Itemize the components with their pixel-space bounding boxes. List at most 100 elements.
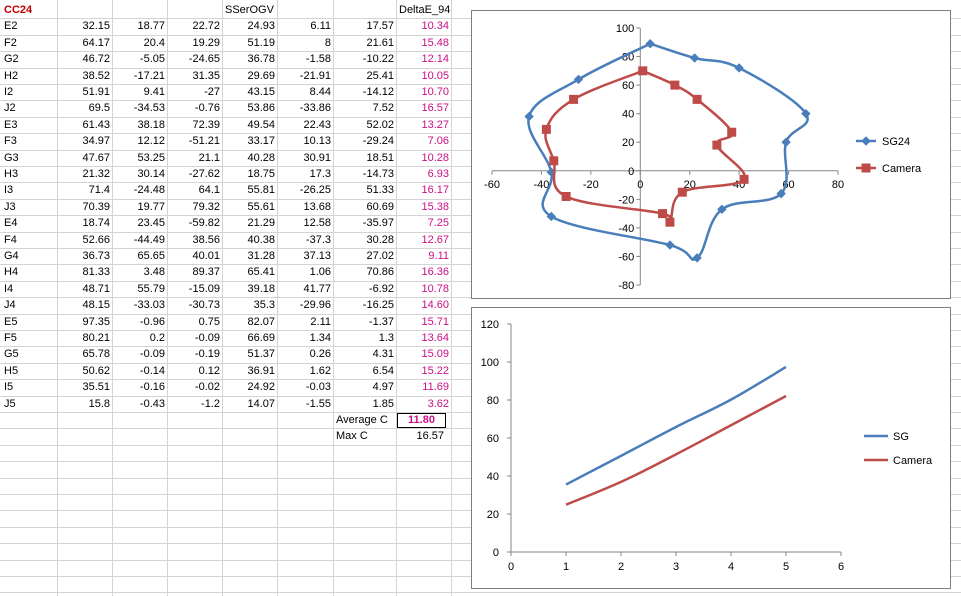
delta-e-cell[interactable]: 7.25 (427, 217, 449, 229)
value-cell[interactable]: 6.54 (372, 365, 394, 377)
value-cell[interactable]: 4.97 (372, 381, 394, 393)
value-cell[interactable]: -33.03 (133, 299, 165, 311)
delta-e-cell[interactable]: 10.34 (421, 20, 449, 32)
value-cell[interactable]: 12.12 (137, 135, 165, 147)
value-cell[interactable]: 40.01 (192, 250, 220, 262)
value-cell[interactable]: 38.18 (137, 119, 165, 131)
value-cell[interactable]: 50.62 (82, 365, 110, 377)
row-label-cell[interactable]: H2 (4, 70, 19, 82)
value-cell[interactable]: -59.82 (188, 217, 220, 229)
row-label-cell[interactable]: J2 (4, 102, 16, 114)
value-cell[interactable]: 55.79 (137, 283, 165, 295)
value-cell[interactable]: 38.56 (192, 234, 220, 246)
value-cell[interactable]: 52.02 (366, 119, 394, 131)
value-cell[interactable]: 40.28 (247, 152, 275, 164)
max-value-cell[interactable]: 16.57 (416, 430, 444, 442)
average-label-cell[interactable]: Average C (336, 414, 388, 426)
value-cell[interactable]: 8.44 (309, 86, 331, 98)
value-cell[interactable]: 18.75 (247, 168, 275, 180)
value-cell[interactable]: 64.17 (82, 37, 110, 49)
value-cell[interactable]: 2.11 (310, 316, 331, 328)
row-label-cell[interactable]: E3 (4, 119, 18, 131)
row-label-cell[interactable]: I2 (4, 86, 14, 98)
row-label-cell[interactable]: G5 (4, 348, 19, 360)
value-cell[interactable]: 38.52 (82, 70, 110, 82)
value-cell[interactable]: 9.41 (143, 86, 165, 98)
chroma-scatter-chart[interactable]: -60 -40 -20 0 20 40 60 80 -80 -60 -40 -20 0 20 40 60 80 1… (471, 10, 951, 299)
value-cell[interactable]: 64.1 (198, 184, 220, 196)
value-cell[interactable]: -35.97 (362, 217, 394, 229)
value-cell[interactable]: 12.58 (303, 217, 331, 229)
value-cell[interactable]: -44.49 (133, 234, 165, 246)
value-cell[interactable]: -6.92 (368, 283, 394, 295)
value-cell[interactable]: 60.69 (366, 201, 394, 213)
value-cell[interactable]: -10.22 (362, 53, 394, 65)
lightness-line-chart[interactable]: 0 20 40 60 80 100 120 0 1 2 3 4 5 6 SG Camera (471, 307, 951, 589)
row-label-cell[interactable]: H4 (4, 266, 19, 278)
value-cell[interactable]: 1.34 (309, 332, 331, 344)
value-cell[interactable]: 48.71 (82, 283, 110, 295)
value-cell[interactable]: -5.05 (139, 53, 165, 65)
value-cell[interactable]: 0.75 (198, 316, 220, 328)
value-cell[interactable]: 18.74 (82, 217, 110, 229)
value-cell[interactable]: 21.32 (82, 168, 110, 180)
value-cell[interactable]: -0.96 (139, 316, 165, 328)
row-label-cell[interactable]: I3 (4, 184, 14, 196)
value-cell[interactable]: 53.25 (137, 152, 165, 164)
value-cell[interactable]: -17.21 (133, 70, 165, 82)
value-cell[interactable]: 32.15 (82, 20, 110, 32)
delta-e-cell[interactable]: 16.57 (421, 102, 449, 114)
value-cell[interactable]: 71.4 (88, 184, 110, 196)
value-cell[interactable]: 18.77 (137, 20, 165, 32)
value-cell[interactable]: 19.77 (137, 201, 165, 213)
delta-e-cell[interactable]: 6.93 (427, 168, 449, 180)
row-label-cell[interactable]: G3 (4, 152, 19, 164)
value-cell[interactable]: -26.25 (299, 184, 331, 196)
value-cell[interactable]: 18.51 (366, 152, 394, 164)
value-cell[interactable]: 65.65 (137, 250, 165, 262)
delta-e-cell[interactable]: 15.09 (421, 348, 449, 360)
delta-e-cell[interactable]: 16.17 (421, 184, 449, 196)
row-label-cell[interactable]: F3 (4, 135, 17, 147)
row-label-cell[interactable]: I5 (4, 381, 14, 393)
value-cell[interactable]: 25.41 (366, 70, 394, 82)
value-cell[interactable]: 37.13 (303, 250, 331, 262)
value-cell[interactable]: -29.24 (362, 135, 394, 147)
value-cell[interactable]: -0.76 (194, 102, 220, 114)
value-cell[interactable]: 21.1 (198, 152, 220, 164)
value-cell[interactable]: -14.12 (362, 86, 394, 98)
value-cell[interactable]: -27.62 (188, 168, 220, 180)
row-label-cell[interactable]: G2 (4, 53, 19, 65)
value-cell[interactable]: -24.48 (133, 184, 165, 196)
value-cell[interactable]: 21.61 (366, 37, 394, 49)
row-label-cell[interactable]: H5 (4, 365, 19, 377)
row-label-cell[interactable]: J3 (4, 201, 16, 213)
value-cell[interactable]: 36.91 (247, 365, 275, 377)
value-cell[interactable]: 53.86 (247, 102, 275, 114)
value-cell[interactable]: 51.91 (82, 86, 110, 98)
header-sseroogv-cell[interactable]: SSerOGV (225, 4, 274, 16)
value-cell[interactable]: 79.32 (192, 201, 220, 213)
value-cell[interactable]: 66.69 (247, 332, 275, 344)
value-cell[interactable]: 24.92 (247, 381, 275, 393)
delta-e-cell[interactable]: 13.27 (421, 119, 449, 131)
value-cell[interactable]: 52.66 (82, 234, 110, 246)
value-cell[interactable]: 4.31 (372, 348, 394, 360)
value-cell[interactable]: 1.85 (372, 398, 394, 410)
value-cell[interactable]: -1.37 (368, 316, 394, 328)
value-cell[interactable]: -0.03 (305, 381, 331, 393)
delta-e-cell[interactable]: 10.05 (421, 70, 449, 82)
value-cell[interactable]: 0.2 (149, 332, 165, 344)
value-cell[interactable]: -1.55 (305, 398, 331, 410)
value-cell[interactable]: 61.43 (82, 119, 110, 131)
value-cell[interactable]: 97.35 (82, 316, 110, 328)
value-cell[interactable]: 30.28 (366, 234, 394, 246)
value-cell[interactable]: -21.91 (299, 70, 331, 82)
row-label-cell[interactable]: J5 (4, 398, 16, 410)
row-label-cell[interactable]: G4 (4, 250, 19, 262)
value-cell[interactable]: 30.91 (303, 152, 331, 164)
value-cell[interactable]: -24.65 (188, 53, 220, 65)
row-label-cell[interactable]: F5 (4, 332, 17, 344)
delta-e-cell[interactable]: 14.60 (421, 299, 449, 311)
value-cell[interactable]: 17.3 (309, 168, 331, 180)
